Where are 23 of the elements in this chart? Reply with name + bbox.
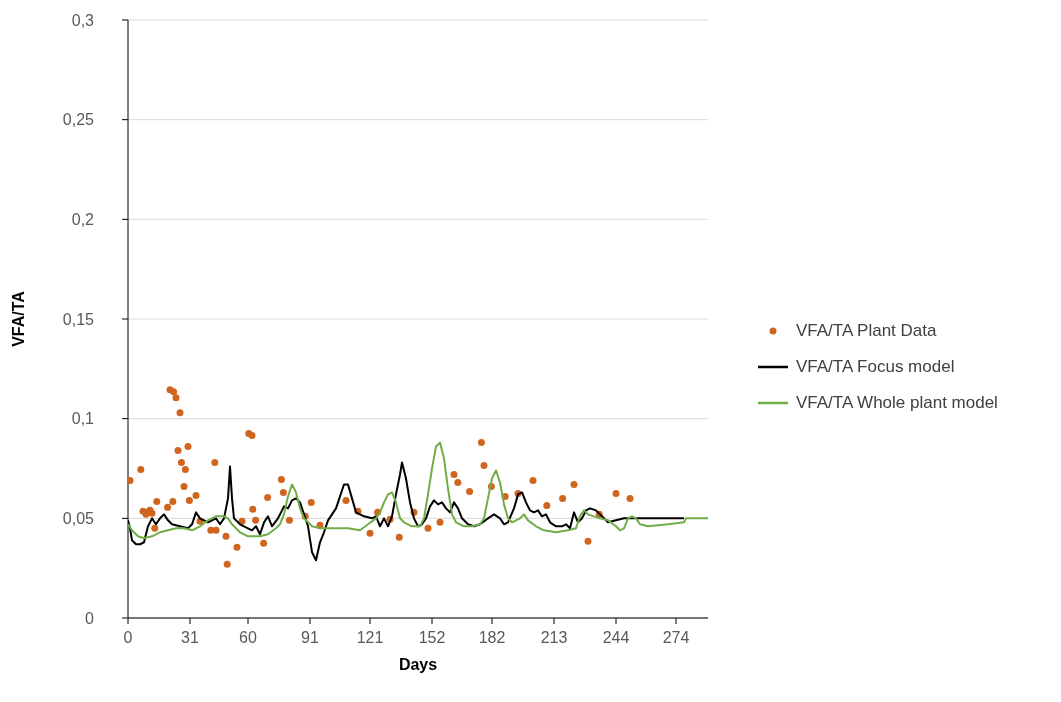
x-tick-label: 31 (181, 629, 199, 647)
y-axis-title: VFA/TA (9, 290, 27, 347)
y-tick-label: 0,25 (62, 111, 95, 129)
legend-label: VFA/TA Whole plant model (796, 393, 998, 413)
x-tick-label: 274 (662, 629, 690, 647)
x-tick-label: 60 (239, 629, 257, 647)
y-tick-label: 0,15 (62, 310, 95, 328)
legend-label: VFA/TA Focus model (796, 357, 955, 377)
y-tick-label: 0,3 (71, 11, 95, 29)
x-axis-title: Days (398, 656, 438, 673)
y-tick-label: 0 (85, 609, 95, 627)
x-tick-label: 152 (418, 629, 446, 647)
x-tick-label: 182 (478, 629, 506, 647)
line-series (128, 441, 708, 540)
y-tick-label: 0,1 (71, 410, 95, 428)
x-tick-label: 91 (301, 629, 319, 647)
x-tick-label: 213 (540, 629, 568, 647)
x-tick-label: 121 (356, 629, 384, 647)
legend-label: VFA/TA Plant Data (796, 321, 937, 341)
x-tick-label: 0 (123, 629, 133, 647)
y-tick-label: 0,2 (71, 211, 95, 229)
x-tick-label: 244 (602, 629, 630, 647)
y-tick-label: 0,05 (62, 510, 95, 528)
